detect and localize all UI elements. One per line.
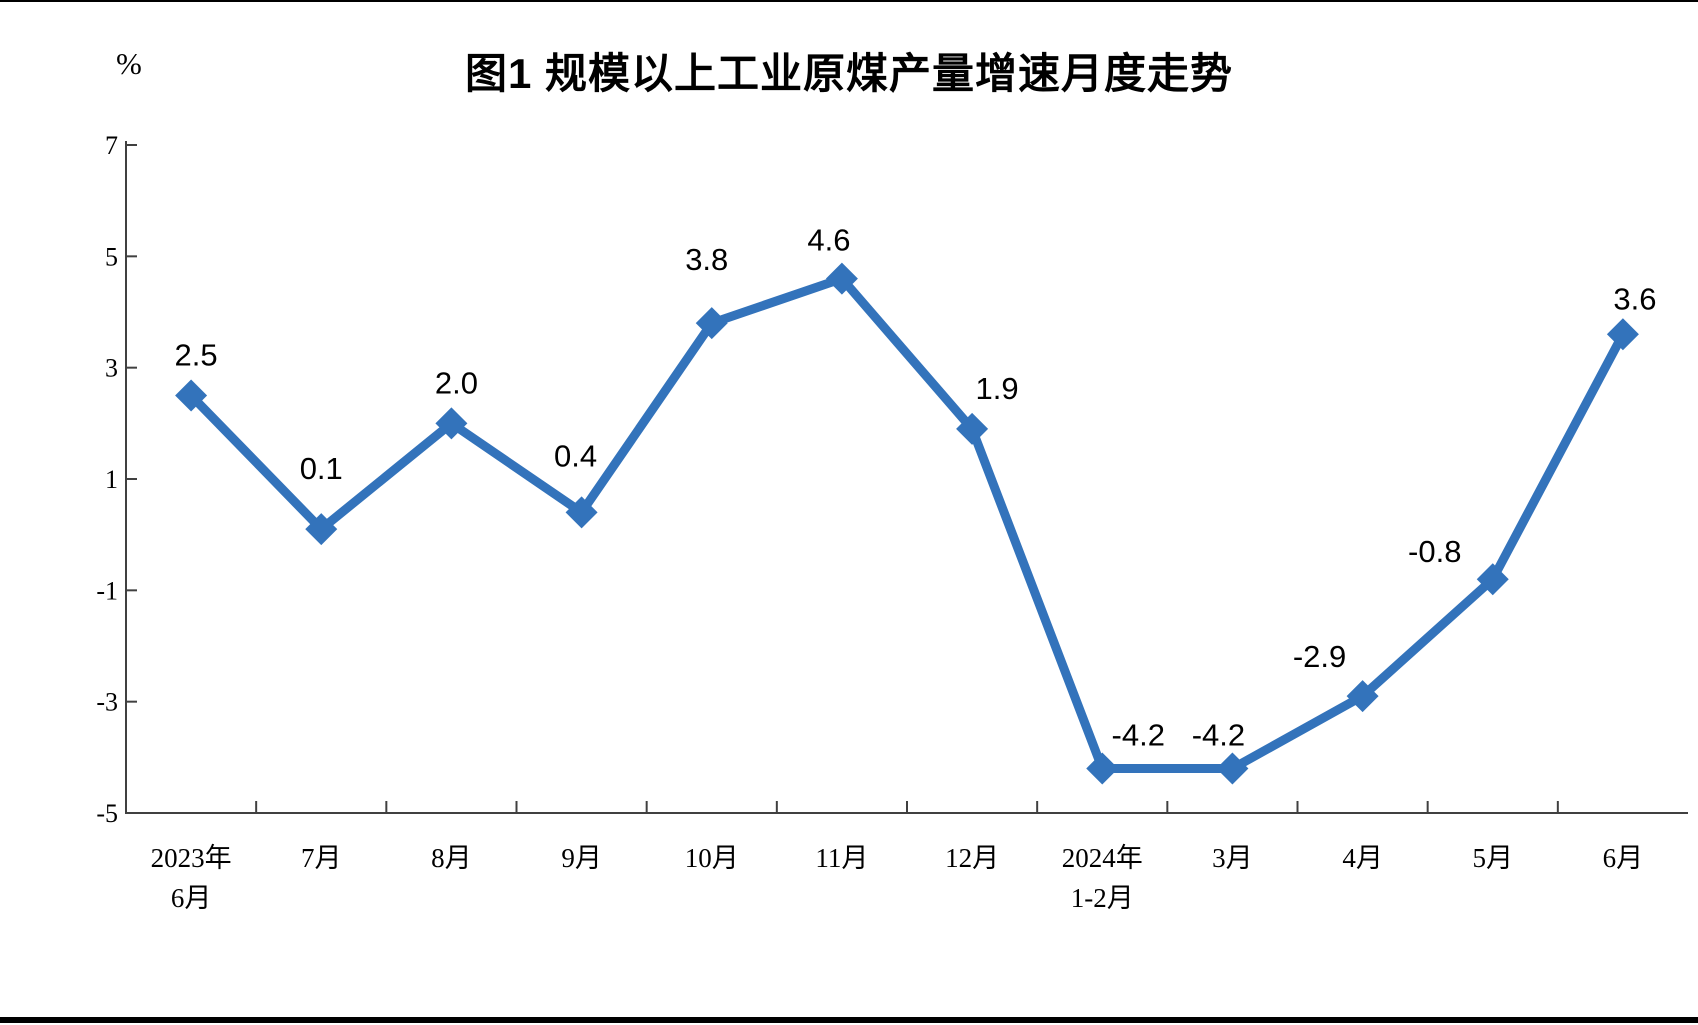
data-point-label: 4.6	[807, 223, 850, 258]
x-axis-label: 11月	[815, 843, 868, 873]
data-point-label: -4.2	[1192, 717, 1245, 752]
top-border	[0, 0, 1698, 2]
data-point-label: 2.0	[435, 365, 478, 400]
data-point-label: -4.2	[1112, 717, 1165, 752]
y-tick-label: 5	[105, 242, 118, 271]
x-axis-label: 8月	[431, 843, 472, 873]
data-point-label: -0.8	[1408, 534, 1461, 569]
y-tick-label: -1	[96, 576, 118, 605]
y-tick-label: 3	[105, 354, 118, 383]
data-point-marker	[1086, 752, 1119, 785]
x-axis-label: 4月	[1342, 843, 1383, 873]
data-point-marker	[435, 407, 468, 440]
x-axis-label: 3月	[1212, 843, 1253, 873]
y-tick-label: 1	[105, 465, 118, 494]
chart-title: 图1 规模以上工业原煤产量增速月度走势	[464, 50, 1234, 97]
x-axis-label: 5月	[1473, 843, 1514, 873]
y-tick-label: -3	[96, 688, 118, 717]
data-point-marker	[305, 513, 338, 546]
x-axis-label: 2023年	[151, 843, 232, 873]
y-tick-label: -5	[96, 799, 118, 828]
data-point-marker	[175, 379, 208, 412]
data-point-marker	[956, 412, 989, 445]
data-point-marker	[1606, 318, 1639, 351]
y-tick-label: 7	[105, 131, 118, 160]
y-axis-unit-label: %	[116, 46, 142, 81]
data-point-marker	[565, 496, 598, 529]
data-line	[186, 274, 1628, 773]
bottom-border	[0, 1017, 1698, 1023]
data-point-label: 2.5	[175, 338, 218, 373]
x-axis-label: 6月	[1603, 843, 1644, 873]
axis-line	[125, 141, 1688, 814]
data-point-marker	[1346, 680, 1379, 713]
data-point-label: 3.8	[685, 242, 728, 277]
x-axis-label: 6月	[171, 883, 212, 913]
data-point-label: 0.4	[554, 438, 597, 473]
x-axis-label: 1-2月	[1071, 883, 1134, 913]
x-axis-label: 12月	[945, 843, 999, 873]
x-axis-label: 10月	[685, 843, 739, 873]
data-point-marker	[695, 307, 728, 340]
x-axis-label: 7月	[301, 843, 342, 873]
x-axis-label: 2024年	[1062, 843, 1143, 873]
data-point-label: 1.9	[976, 371, 1019, 406]
data-point-marker	[825, 262, 858, 295]
data-point-marker	[1216, 752, 1249, 785]
data-point-label: 0.1	[300, 451, 343, 486]
x-axis-label: 9月	[561, 843, 602, 873]
data-point-label: -2.9	[1293, 639, 1346, 674]
data-point-label: 3.6	[1613, 281, 1656, 316]
data-point-marker	[1476, 563, 1509, 596]
